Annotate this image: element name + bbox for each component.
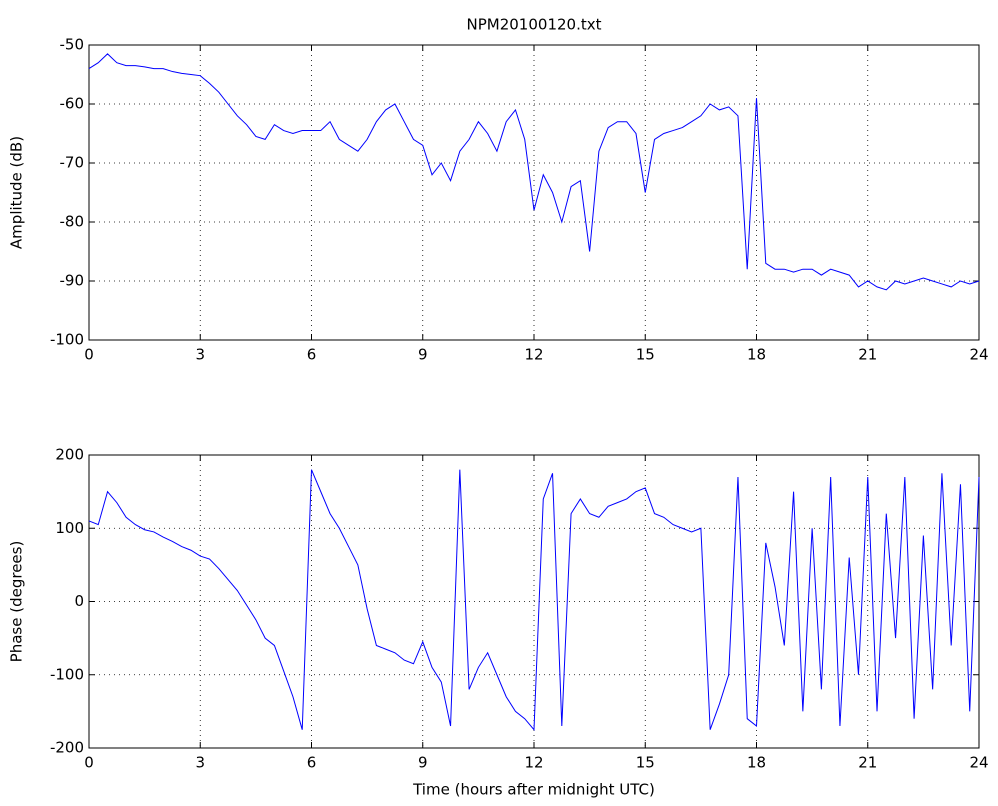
x-tick-label: 21 [858, 346, 877, 364]
y-tick-label: -100 [50, 331, 84, 349]
x-tick-label: 9 [418, 754, 428, 772]
y-tick-label: -100 [50, 665, 84, 683]
x-tick-label: 18 [747, 346, 766, 364]
y-tick-label: -50 [60, 36, 85, 54]
x-tick-label: 21 [858, 754, 877, 772]
x-tick-label: 15 [636, 754, 655, 772]
x-tick-label: 15 [636, 346, 655, 364]
x-tick-label: 9 [418, 346, 428, 364]
chart-title: NPM20100120.txt [467, 16, 602, 34]
data-line [88, 469, 980, 731]
x-tick-label: 6 [307, 346, 317, 364]
x-tick-label: 18 [747, 754, 766, 772]
x-axis-label: Time (hours after midnight UTC) [412, 781, 655, 799]
y-tick-label: -200 [50, 739, 84, 757]
x-tick-label: 12 [524, 754, 543, 772]
x-tick-label: 0 [84, 346, 94, 364]
x-tick-label: 6 [307, 754, 317, 772]
y-axis-label: Phase (degrees) [8, 541, 26, 663]
y-tick-label: 0 [74, 592, 84, 610]
x-tick-label: 0 [84, 754, 94, 772]
x-tick-label: 24 [969, 754, 988, 772]
y-axis-label: Amplitude (dB) [8, 136, 26, 249]
x-tick-label: 24 [969, 346, 988, 364]
x-tick-label: 3 [195, 346, 205, 364]
x-tick-label: 3 [195, 754, 205, 772]
y-tick-label: -60 [60, 95, 85, 113]
x-tick-label: 12 [524, 346, 543, 364]
y-tick-label: -70 [60, 154, 85, 172]
y-tick-label: -80 [60, 213, 85, 231]
y-tick-label: 100 [55, 519, 84, 537]
y-tick-label: -90 [60, 272, 85, 290]
y-tick-label: 200 [55, 446, 84, 464]
data-line [88, 53, 980, 291]
